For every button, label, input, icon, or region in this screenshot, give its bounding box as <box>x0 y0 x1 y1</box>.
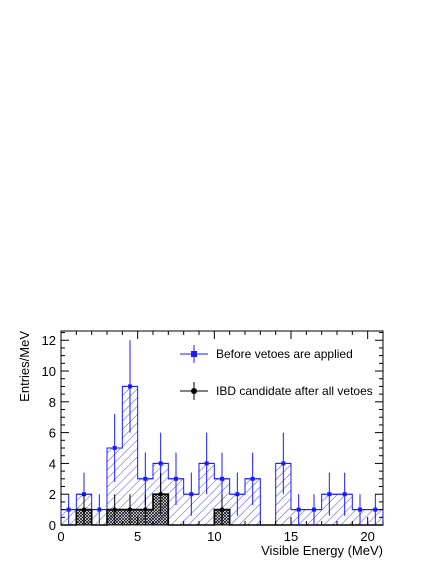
data-point-s1-10 <box>220 476 224 481</box>
y-tick-label: 0 <box>49 518 56 533</box>
bars-layer <box>60 385 384 526</box>
x-tick-label: 10 <box>207 529 221 544</box>
y-tick-label: 2 <box>49 487 56 502</box>
data-point-s1-20 <box>373 507 378 512</box>
data-point-s1-14 <box>281 461 286 466</box>
data-point-s1-9 <box>204 461 209 466</box>
legend-label-ibd-candidate: IBD candidate after all vetoes <box>216 384 373 398</box>
data-point-s1-18 <box>342 492 347 497</box>
y-axis-title: Entries/MeV <box>17 331 32 402</box>
data-point-s1-6 <box>158 461 163 466</box>
data-point-s1-12 <box>250 476 255 481</box>
data-point-s1-11 <box>235 492 240 497</box>
x-tick-label: 20 <box>360 529 374 544</box>
data-point-s1-16 <box>312 507 316 512</box>
data-point-s2-6 <box>158 492 163 497</box>
legend-entry-before-vetoes: Before vetoes are applied <box>180 345 353 363</box>
x-tick-label: 5 <box>134 529 141 544</box>
data-point-s1-17 <box>327 492 332 497</box>
data-point-s1-4 <box>128 384 132 389</box>
histogram-bin-s1-4 <box>122 386 138 525</box>
legend-marker-dot-icon <box>191 388 197 394</box>
axis-ticks: 0 5 10 15 20 0 2 4 6 8 10 12 <box>42 331 384 544</box>
x-tick-label: 0 <box>57 529 64 544</box>
data-point-s2-10 <box>219 507 225 512</box>
data-point-s2-1 <box>81 507 87 512</box>
x-tick-label: 15 <box>284 529 298 544</box>
y-tick-label: 6 <box>49 426 56 441</box>
data-point-s2-5 <box>143 507 148 512</box>
data-point-s1-2 <box>97 507 102 512</box>
y-tick-label: 12 <box>42 333 56 348</box>
legend-label-before-vetoes: Before vetoes are applied <box>216 347 353 361</box>
legend: Before vetoes are applied IBD candidate … <box>180 345 373 400</box>
x-axis-title: Visible Energy (MeV) <box>261 543 383 558</box>
data-point-s1-19 <box>358 507 362 512</box>
data-point-s2-3 <box>112 507 117 512</box>
error-bars-layer <box>61 340 383 525</box>
data-point-s1-0 <box>66 507 71 512</box>
data-point-s1-8 <box>189 492 194 497</box>
data-point-s2-4 <box>127 507 133 512</box>
data-point-s1-3 <box>112 446 117 451</box>
legend-entry-ibd-candidate: IBD candidate after all vetoes <box>180 382 373 400</box>
data-point-s1-15 <box>296 507 301 512</box>
legend-marker-square-icon <box>191 351 197 357</box>
histogram-bin-s1-3 <box>107 448 123 525</box>
y-tick-label: 10 <box>42 364 56 379</box>
data-point-s1-7 <box>174 476 178 481</box>
data-point-s1-5 <box>143 476 148 481</box>
y-tick-label: 4 <box>49 456 56 471</box>
y-tick-label: 8 <box>49 395 56 410</box>
